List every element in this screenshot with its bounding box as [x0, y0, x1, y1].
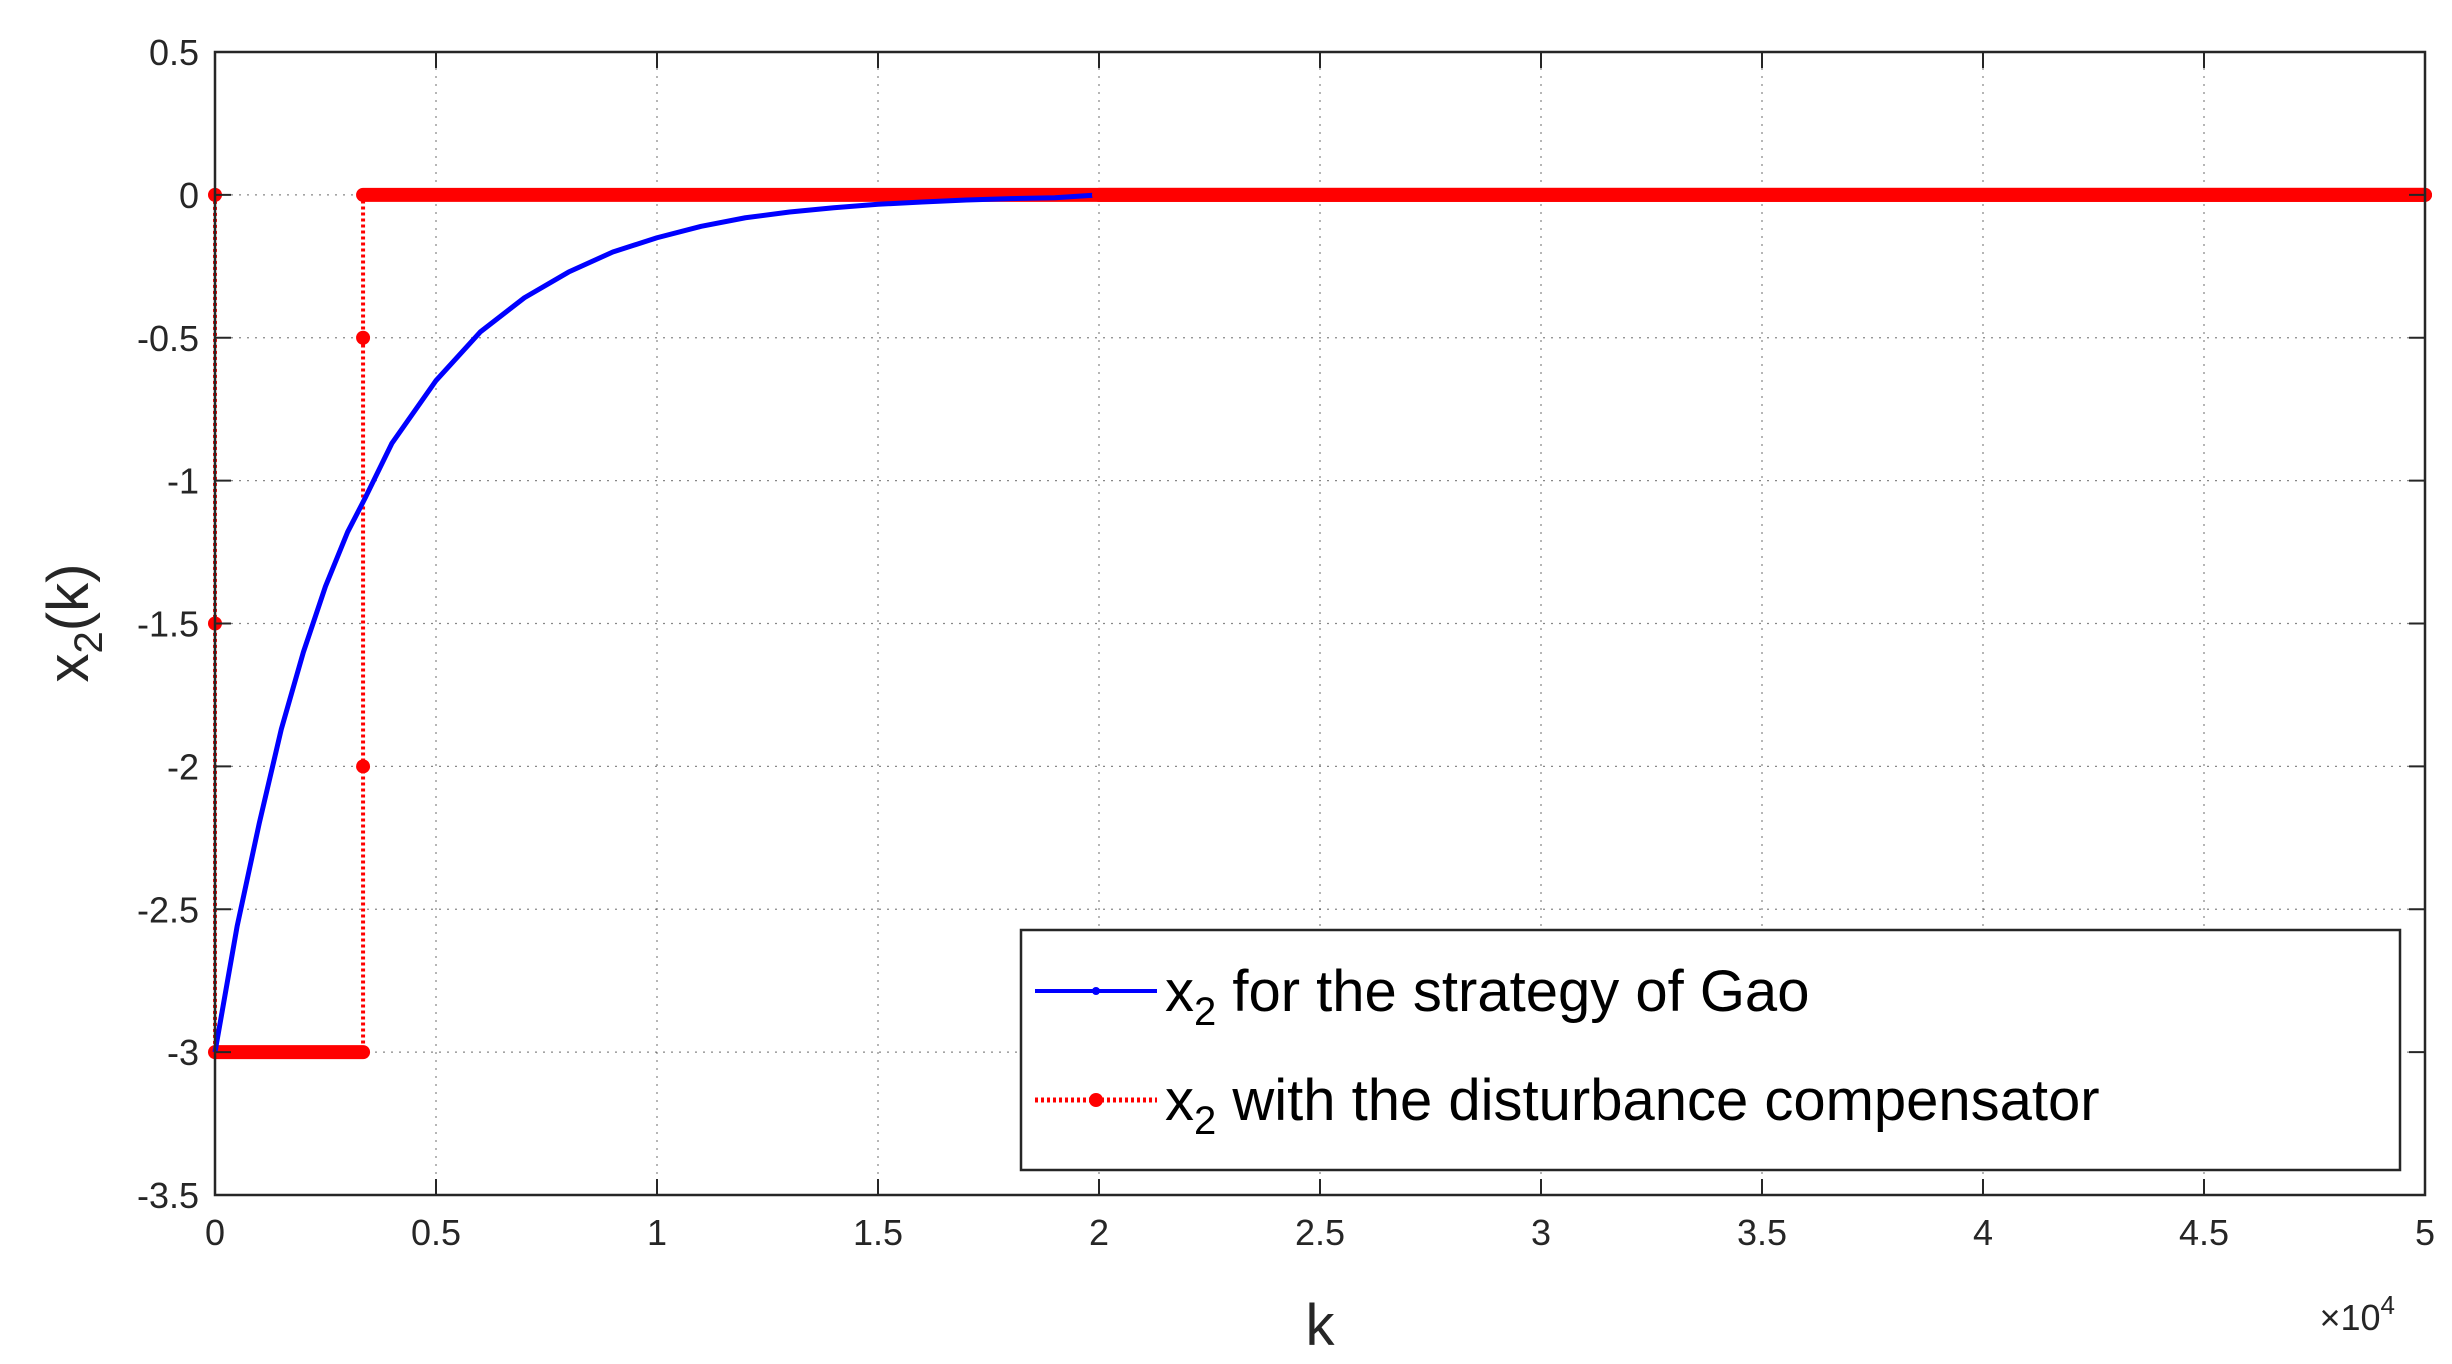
legend-marker-compensator: [1089, 1093, 1103, 1107]
legend: x2 for the strategy of Gao x2 with the d…: [1019, 928, 2402, 1172]
legend-label-gao-main: x: [1165, 959, 1194, 1024]
y-tick-label: -1: [167, 461, 199, 502]
legend-label-compensator-tail: with the disturbance compensator: [1216, 1068, 2099, 1133]
y-tick-label: 0: [179, 175, 199, 216]
x-tick-label: 4.5: [2179, 1212, 2229, 1253]
legend-label-compensator-sub: 2: [1194, 1099, 1216, 1143]
y-tick-label: 0.5: [149, 32, 199, 73]
x-exponent-prefix: ×10: [2319, 1297, 2380, 1338]
y-axis-label-sub: 2: [67, 631, 111, 653]
x-tick-label: 0.5: [411, 1212, 461, 1253]
x-exponent-label: ×104: [2319, 1290, 2395, 1338]
y-tick-label: -1.5: [137, 604, 199, 645]
ticks: 0 0.5 1 1.5 2 2.5 3 3.5 4 4.5 5 0.5 0 -0.5 -1 -1.5 -2 -2.…: [137, 32, 2435, 1253]
legend-label-gao-tail: for the strategy of Gao: [1216, 959, 1809, 1024]
legend-label-gao-sub: 2: [1194, 990, 1216, 1034]
y-tick-label: -3: [167, 1032, 199, 1073]
y-tick-label: -3.5: [137, 1175, 199, 1216]
legend-label-compensator: x2 with the disturbance compensator: [1165, 1068, 2100, 1143]
y-axis-label: x2(k): [36, 564, 111, 683]
x-tick-label: 0: [205, 1212, 225, 1253]
y-axis-label-tail: (k): [36, 564, 101, 632]
legend-marker-gao: [1092, 987, 1100, 995]
y-tick-label: -0.5: [137, 318, 199, 359]
x-tick-label: 3.5: [1737, 1212, 1787, 1253]
legend-box: [1019, 928, 2402, 1172]
y-axis-label-main: x: [36, 653, 101, 682]
x-tick-label: 1.5: [853, 1212, 903, 1253]
x-tick-label: 4: [1973, 1212, 1993, 1253]
x-tick-label: 1: [647, 1212, 667, 1253]
x-tick-label: 5: [2415, 1212, 2435, 1253]
x-exponent-power: 4: [2381, 1290, 2395, 1320]
series-compensator-point: [356, 759, 371, 774]
y-tick-label: -2: [167, 746, 199, 787]
x-axis-label: k: [1306, 1293, 1336, 1358]
x-tick-label: 2: [1089, 1212, 1109, 1253]
y-tick-label: -2.5: [137, 889, 199, 930]
series-compensator-point: [356, 330, 371, 345]
x-tick-label: 3: [1531, 1212, 1551, 1253]
x-tick-label: 2.5: [1295, 1212, 1345, 1253]
legend-label-compensator-main: x: [1165, 1068, 1194, 1133]
legend-label-gao: x2 for the strategy of Gao: [1165, 959, 1809, 1034]
